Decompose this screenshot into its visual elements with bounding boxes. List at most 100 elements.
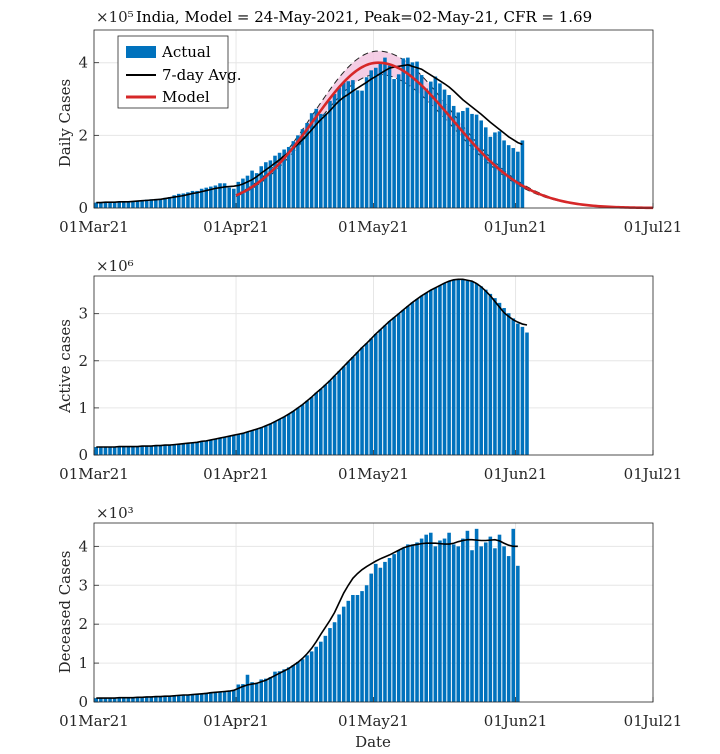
daily-bar <box>483 127 488 208</box>
active-bar <box>383 325 387 455</box>
daily-bar <box>213 185 218 208</box>
daily-bar <box>305 122 309 208</box>
active-bar <box>502 308 506 455</box>
active-bar <box>213 438 218 455</box>
deceased-bar <box>286 667 291 702</box>
deceased-bar <box>296 661 300 702</box>
legend-label-avg: 7-day Avg. <box>162 66 241 84</box>
deceased-bar <box>291 665 296 702</box>
active-bar <box>273 421 277 455</box>
active-bar <box>309 397 314 455</box>
deceased-bar <box>309 651 314 702</box>
active-bar <box>314 392 319 455</box>
active-bar <box>282 416 286 455</box>
daily-bar <box>186 192 190 208</box>
deceased-bar <box>474 528 479 702</box>
daily-bar <box>140 200 144 208</box>
deceased-bar <box>369 573 373 702</box>
daily-bar <box>103 202 108 208</box>
active-bar <box>479 286 483 455</box>
active-cases-panel: ×10⁶ Active cases 01Mar21 01Apr21 01May21 0… <box>56 257 682 483</box>
deceased-bar <box>163 696 167 702</box>
daily-bar <box>493 132 497 208</box>
figure-title: India, Model = 24-May-2021, Peak=02-May-… <box>136 8 592 26</box>
deceased-ylabel: Deceased Cases <box>56 551 74 674</box>
active-grid <box>93 276 654 456</box>
active-bar <box>378 329 383 455</box>
active-bar <box>428 290 433 455</box>
active-bar <box>497 302 502 455</box>
daily-bar <box>268 160 273 208</box>
daily-bar <box>296 135 300 208</box>
deceased-bar <box>158 696 163 702</box>
daily-bar <box>415 61 419 208</box>
active-bar <box>277 419 282 455</box>
deceased-bar <box>319 641 323 702</box>
daily-bar <box>438 83 442 208</box>
active-bar <box>323 384 328 455</box>
active-bar <box>140 446 144 455</box>
legend-swatch-actual <box>126 46 156 58</box>
active-bar <box>474 283 479 455</box>
deceased-bar <box>154 696 158 702</box>
deceased-cases-panel: ×10³ Deceased Cases Date 01Mar21 01Apr21 0… <box>56 504 682 751</box>
x-axis-label: Date <box>355 733 391 751</box>
daily-bar <box>465 107 470 208</box>
daily-bar <box>108 201 112 208</box>
daily-bar <box>378 62 383 208</box>
active-bar <box>506 313 511 455</box>
active-bar <box>305 400 309 455</box>
deceased-bar <box>497 534 502 702</box>
daily-ytick-label: 0 <box>78 199 88 217</box>
active-bar <box>131 446 135 455</box>
daily-bar <box>227 187 231 208</box>
daily-bar <box>282 149 286 208</box>
deceased-bar <box>241 684 245 702</box>
active-bar <box>483 289 488 455</box>
deceased-bar <box>428 532 433 702</box>
active-xtick-label: 01Mar21 <box>59 465 129 483</box>
active-bar <box>204 440 209 455</box>
daily-bar <box>474 114 479 208</box>
daily-bar <box>163 197 167 208</box>
daily-bar <box>94 202 99 208</box>
deceased-bar <box>401 548 406 702</box>
daily-xtick-label: 01May21 <box>338 218 409 236</box>
deceased-bar <box>305 655 309 702</box>
active-bar <box>488 293 493 455</box>
deceased-bar <box>378 567 383 702</box>
daily-bar <box>351 80 355 208</box>
active-bar <box>231 435 236 455</box>
active-bar <box>186 443 190 455</box>
daily-bar <box>231 188 236 208</box>
daily-bar <box>277 152 282 208</box>
daily-bar <box>195 190 199 208</box>
deceased-xtick-label: 01Apr21 <box>203 712 269 730</box>
daily-bar <box>121 201 126 208</box>
active-bar <box>433 287 438 455</box>
daily-bar <box>433 76 438 208</box>
daily-bar <box>181 193 186 208</box>
deceased-bar <box>103 698 108 702</box>
daily-bar <box>374 67 378 208</box>
active-bar <box>461 279 465 455</box>
deceased-bar <box>360 591 364 702</box>
daily-axes-box <box>93 29 654 209</box>
deceased-bar <box>172 695 176 702</box>
active-bar <box>254 429 259 455</box>
active-avg-line <box>96 278 528 448</box>
deceased-axes-box <box>93 522 654 703</box>
daily-bar <box>172 195 176 208</box>
daily-bar <box>144 199 149 208</box>
active-xtick-label: 01Jul21 <box>624 465 683 483</box>
deceased-bar <box>323 635 328 702</box>
active-bar <box>337 371 341 455</box>
active-bar <box>158 445 163 455</box>
active-bar <box>396 313 401 455</box>
active-bar <box>199 441 204 455</box>
daily-bar <box>135 200 140 208</box>
deceased-bar <box>273 671 277 702</box>
active-bar <box>195 442 199 455</box>
deceased-bar <box>259 679 264 702</box>
